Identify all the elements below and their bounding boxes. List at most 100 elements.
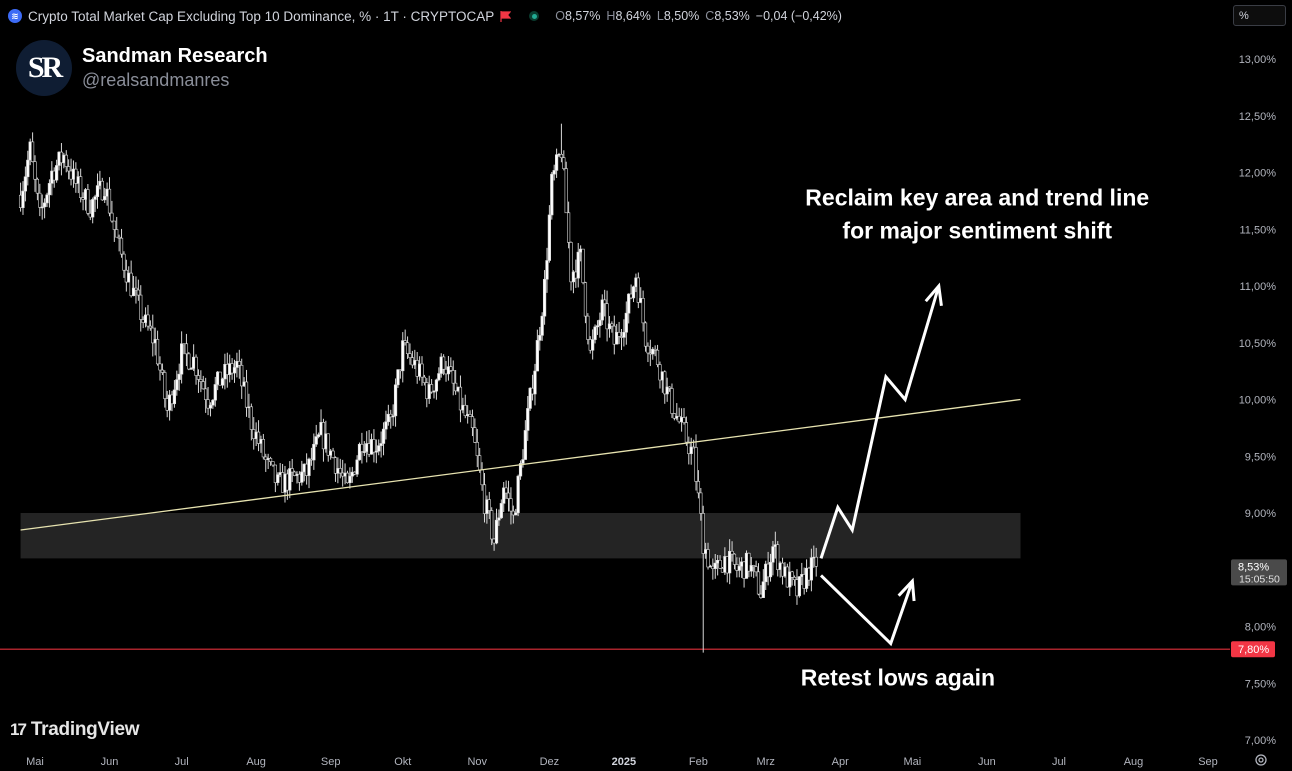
x-tick-label: Feb: [689, 756, 708, 768]
candle: [670, 383, 674, 418]
candle: [624, 301, 628, 345]
tradingview-logo-icon: 17: [10, 720, 27, 739]
flag-icon[interactable]: [500, 10, 512, 22]
x-tick-label: Mai: [903, 756, 921, 768]
annotation-text: for major sentiment shift: [842, 217, 1112, 243]
candle: [550, 171, 554, 220]
candle-body: [694, 447, 698, 482]
candle-body: [204, 388, 208, 400]
candle-body: [206, 399, 210, 409]
candle-body: [189, 368, 193, 370]
candle-body: [360, 443, 364, 452]
candle-body: [458, 386, 463, 411]
candle-body: [100, 180, 104, 201]
candle: [749, 557, 753, 577]
candle: [47, 179, 52, 208]
candle: [718, 555, 722, 569]
candle: [533, 363, 537, 406]
symbol-title[interactable]: Crypto Total Market Cap Excluding Top 10…: [28, 8, 495, 24]
tradingview-logo[interactable]: 17 TradingView: [10, 719, 140, 741]
candle-body: [624, 312, 628, 333]
candle-body: [576, 251, 580, 279]
candle-body: [244, 381, 249, 408]
candle-body: [475, 442, 479, 456]
candle-body: [468, 414, 472, 417]
y-tick-label: 10,00%: [1239, 395, 1277, 407]
candle-body: [518, 463, 523, 477]
candle: [473, 418, 477, 443]
candle: [540, 312, 544, 341]
candle-body: [504, 487, 508, 494]
candle: [595, 320, 600, 335]
candle: [631, 285, 636, 303]
candle: [547, 205, 551, 263]
candle-body: [384, 421, 388, 430]
candle: [617, 321, 621, 345]
candle-body: [95, 185, 100, 197]
candle-body: [494, 519, 499, 544]
candle: [129, 260, 133, 298]
candle-body: [187, 353, 191, 370]
candle-body: [586, 315, 590, 340]
candle-body: [355, 459, 359, 475]
scale-mode-field[interactable]: %: [1233, 5, 1286, 26]
candle-body: [232, 367, 237, 374]
key-zone: [20, 513, 1021, 559]
candle: [509, 487, 513, 525]
candle: [379, 431, 383, 458]
candle: [103, 187, 107, 204]
candle: [175, 370, 179, 396]
candle: [201, 375, 205, 390]
candle: [199, 370, 203, 393]
x-tick-label: Apr: [832, 756, 849, 768]
candle: [627, 293, 631, 324]
candle: [355, 455, 359, 477]
candle-body: [21, 190, 25, 208]
candle-body: [583, 282, 588, 317]
candle: [706, 542, 710, 570]
candle: [567, 201, 571, 249]
candle-body: [249, 406, 253, 430]
candle: [107, 177, 112, 217]
candle: [598, 312, 602, 338]
candle-body: [552, 170, 556, 175]
settings-icon[interactable]: [1254, 753, 1268, 767]
candle-body: [172, 389, 177, 405]
candle-body: [497, 517, 501, 521]
candle-body: [432, 390, 436, 393]
candle: [569, 241, 573, 291]
candle-body: [754, 566, 758, 573]
candle-body: [129, 272, 133, 297]
candle-body: [131, 287, 136, 297]
candle-body: [591, 339, 595, 351]
candle-body: [26, 159, 30, 178]
x-tick-label: Aug: [246, 756, 266, 768]
candle-body: [420, 363, 424, 378]
candle-body: [372, 439, 376, 453]
candle-body: [300, 471, 304, 483]
candle: [555, 148, 559, 178]
candle-body: [401, 340, 405, 372]
candle: [451, 360, 455, 396]
candle-body: [749, 565, 753, 572]
candle: [112, 220, 116, 242]
candle-body: [600, 299, 604, 321]
candle-body: [761, 581, 765, 598]
candle-body: [732, 553, 737, 565]
candle-body: [196, 375, 201, 380]
candle-body: [396, 369, 400, 386]
crypto-symbol-icon[interactable]: ≋: [8, 9, 22, 23]
candle: [134, 276, 138, 304]
candle-body: [33, 161, 37, 180]
candle: [516, 474, 520, 517]
candle-body: [175, 379, 179, 391]
candle-body: [643, 322, 648, 347]
candle: [600, 294, 604, 325]
candle-body: [148, 325, 152, 329]
x-tick-label: Aug: [1124, 756, 1144, 768]
y-tick-label: 10,50%: [1239, 338, 1277, 350]
candle: [381, 422, 386, 456]
candle: [641, 290, 645, 332]
candle: [172, 380, 177, 408]
